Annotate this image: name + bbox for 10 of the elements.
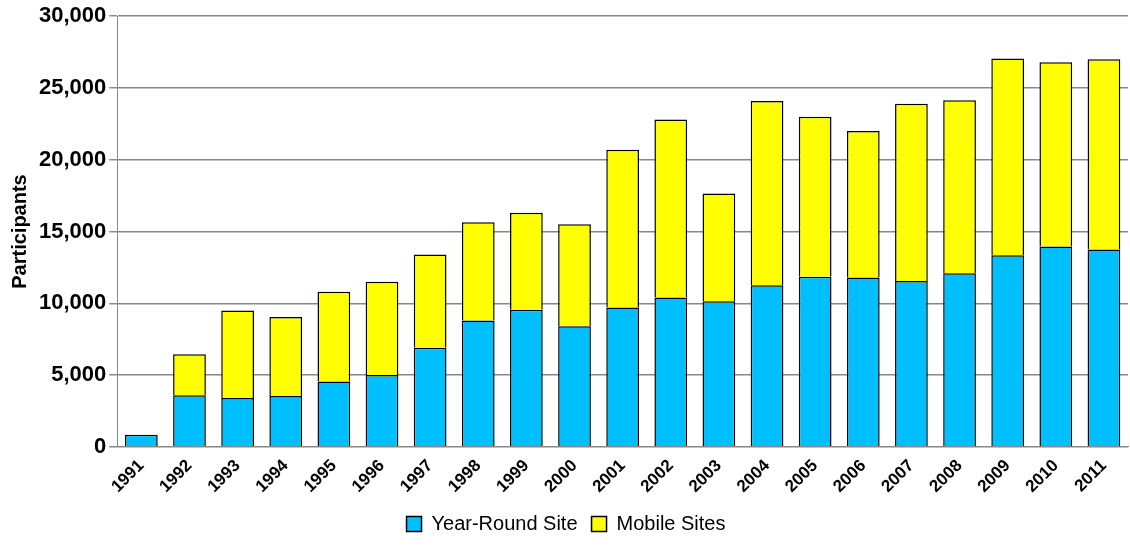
legend-label: Mobile Sites [616,511,726,534]
y-tick-label: 25,000 [38,74,107,100]
y-tick-label: 5,000 [51,361,107,387]
y-tick-label: 0 [94,432,107,458]
y-tick-label: 30,000 [38,2,107,28]
y-tick-label: 10,000 [38,289,107,315]
y-tick-label: 20,000 [38,145,107,171]
y-tick-label: 15,000 [38,217,107,243]
legend-label: Year-Round Site [431,511,578,534]
y-axis-title: Participants [7,174,30,289]
